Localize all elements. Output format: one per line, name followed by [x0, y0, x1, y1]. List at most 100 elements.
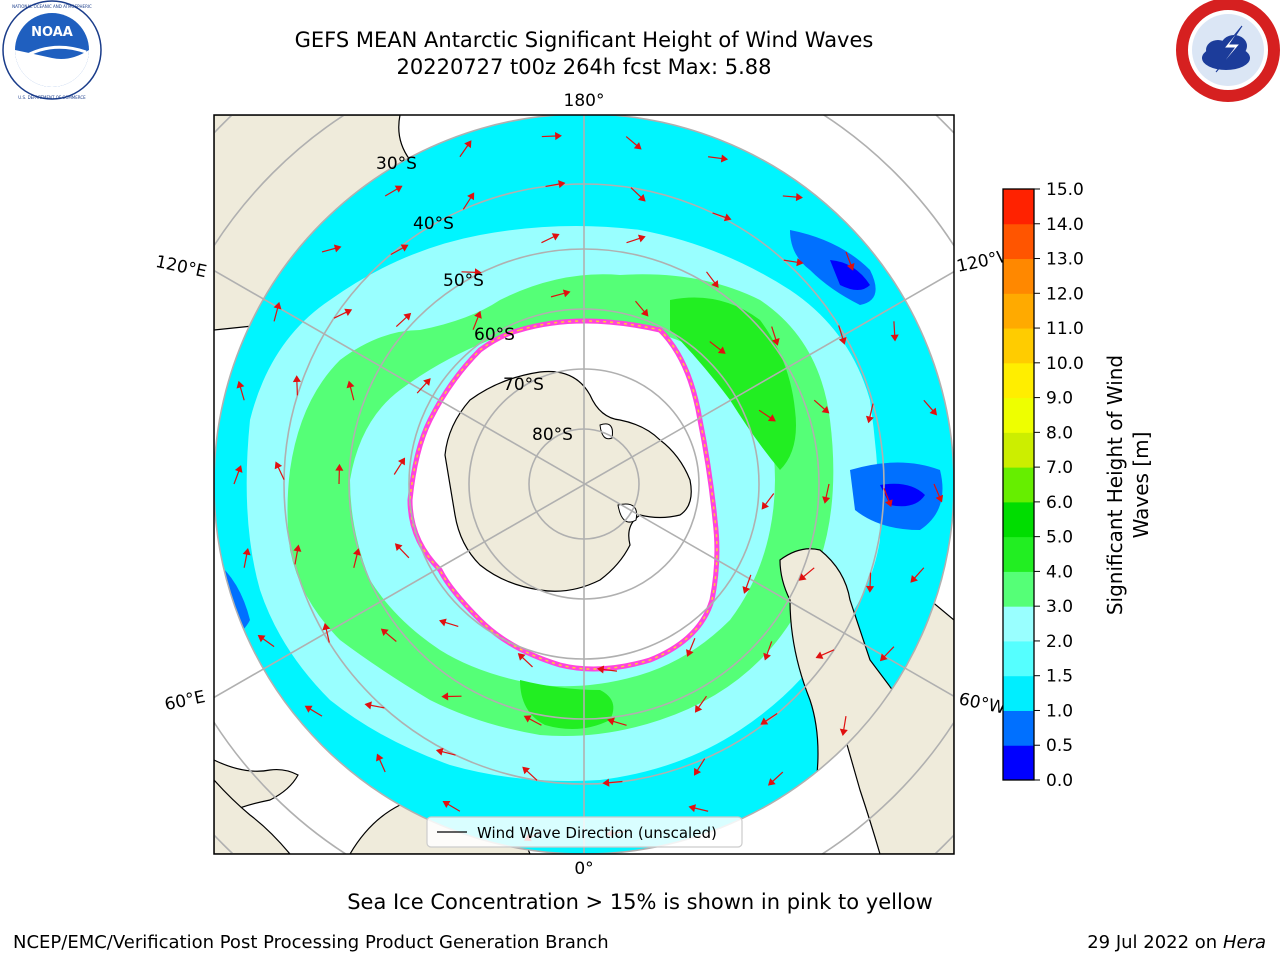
wave-arrow-head: [890, 334, 899, 342]
wave-arrow-head: [273, 301, 282, 310]
wave-direction-arrow: [395, 316, 408, 327]
wave-arrow-head: [742, 586, 751, 594]
colorbar-segment: [1003, 432, 1034, 468]
wave-direction-arrow: [608, 780, 623, 784]
wave-direction-arrow: [813, 399, 826, 410]
wave-direction-arrow: [709, 341, 722, 351]
wave-direction-arrow: [233, 470, 240, 485]
wave-direction-arrow: [697, 695, 707, 708]
colorbar-tick-label: 11.0: [1046, 319, 1084, 339]
wave-direction-arrow: [447, 803, 461, 812]
lat-label-30s: 30°S: [376, 154, 417, 174]
map-legend: Wind Wave Direction (unscaled): [426, 816, 743, 848]
wave-arrow-head: [771, 338, 780, 346]
wave-arrow-head: [838, 337, 847, 345]
wave-arrow-head: [717, 346, 726, 354]
colorbar-tick-label: 10.0: [1046, 354, 1084, 374]
wave-direction-arrow: [612, 720, 627, 726]
colorbar-border: [1002, 188, 1035, 781]
wave-arrow-head: [798, 573, 807, 581]
wave-direction-arrow: [309, 708, 323, 717]
wave-arrow-head: [885, 499, 893, 508]
wave-arrow-head: [796, 258, 804, 267]
wave-direction-arrow: [782, 195, 797, 198]
wave-direction-arrow: [262, 638, 275, 648]
wave-direction-arrow: [325, 628, 330, 643]
wave-direction-arrow: [712, 212, 726, 219]
svg-text:NATIONAL OCEANIC AND ATMOSPHER: NATIONAL OCEANIC AND ATMOSPHERIC: [12, 4, 92, 9]
wave-arrow-head: [292, 375, 301, 383]
wave-direction-arrow: [708, 156, 723, 160]
map-border: [213, 114, 955, 855]
wave-direction-arrow: [541, 236, 555, 244]
wave-direction-arrow: [626, 237, 641, 244]
wave-direction-arrow: [933, 483, 941, 498]
wave-direction-arrow: [444, 621, 459, 628]
wave-direction-arrow: [390, 247, 404, 255]
wave-arrow-head: [640, 308, 649, 317]
wave-arrow-head: [760, 717, 769, 725]
wave-arrow-head: [335, 463, 344, 471]
wave-arrow-head: [242, 547, 251, 556]
colorbar-tick-label: 0.0: [1046, 771, 1073, 791]
wave-arrow-head: [720, 154, 729, 163]
wave-arrow-head: [522, 766, 530, 775]
wave-direction-arrow: [706, 271, 716, 284]
wave-arrow-head: [394, 543, 403, 551]
wave-direction-arrow: [825, 483, 830, 498]
wave-direction-arrow: [353, 554, 358, 568]
wave-direction-arrow: [461, 271, 476, 273]
wave-direction-arrow: [869, 572, 872, 587]
wave-arrow-head: [865, 415, 874, 424]
wave-direction-arrow: [625, 136, 638, 147]
wave-direction-arrow: [333, 311, 347, 319]
colorbar-tick-label: 15.0: [1046, 180, 1084, 200]
colorbar-tick-label: 4.0: [1046, 562, 1073, 582]
wave-direction-arrow: [838, 325, 844, 339]
wave-arrow-head: [376, 753, 384, 762]
wave-arrow-head: [637, 234, 646, 243]
colorbar-segment: [1003, 710, 1034, 746]
wave-direction-arrow: [694, 807, 709, 812]
wave-direction-arrow: [349, 386, 355, 401]
wave-arrow-head: [517, 653, 526, 661]
wave-direction-arrow: [845, 251, 852, 266]
wave-direction-arrow: [766, 641, 773, 655]
lon-label-bottom: 0°: [574, 859, 593, 879]
wave-arrow-head: [602, 778, 610, 787]
colorbar-segment: [1003, 397, 1034, 433]
wave-direction-arrow: [416, 382, 428, 394]
wave-arrow-head: [380, 628, 389, 637]
wave-arrow-head: [688, 804, 697, 813]
wave-arrow-head: [935, 494, 944, 503]
wave-arrow-head: [236, 380, 245, 389]
wave-direction-arrow: [385, 632, 397, 642]
wave-arrow-head: [763, 652, 771, 661]
wave-direction-arrow: [688, 638, 696, 652]
wave-direction-arrow: [764, 493, 775, 506]
wave-arrow-head: [397, 457, 406, 466]
colorbar-tick-label: 14.0: [1046, 215, 1084, 235]
wave-arrow-head: [439, 618, 447, 627]
colorbar-tick-label: 0.5: [1046, 736, 1073, 756]
wave-direction-arrow: [243, 553, 248, 568]
wave-direction-arrow: [869, 403, 874, 418]
wave-arrow-head: [795, 193, 803, 202]
wave-arrow-head: [761, 501, 769, 510]
wave-direction-arrow: [273, 307, 279, 322]
colorbar-segment: [1003, 467, 1034, 503]
wave-direction-arrow: [630, 187, 642, 198]
wave-direction-arrow: [765, 713, 778, 722]
colorbar-segment: [1003, 223, 1034, 260]
wave-arrow-head: [423, 378, 431, 386]
wave-direction-arrow: [378, 759, 386, 773]
wave-arrow-head: [403, 312, 412, 321]
wave-direction-arrow: [239, 386, 245, 401]
wave-direction-arrow: [541, 135, 556, 138]
colorbar-segment: [1003, 328, 1034, 364]
wave-direction-arrow: [602, 668, 618, 672]
lon-label-lower-left: 60°E: [163, 687, 207, 715]
wave-direction-arrow: [294, 550, 299, 565]
wave-direction-arrow: [771, 326, 777, 341]
